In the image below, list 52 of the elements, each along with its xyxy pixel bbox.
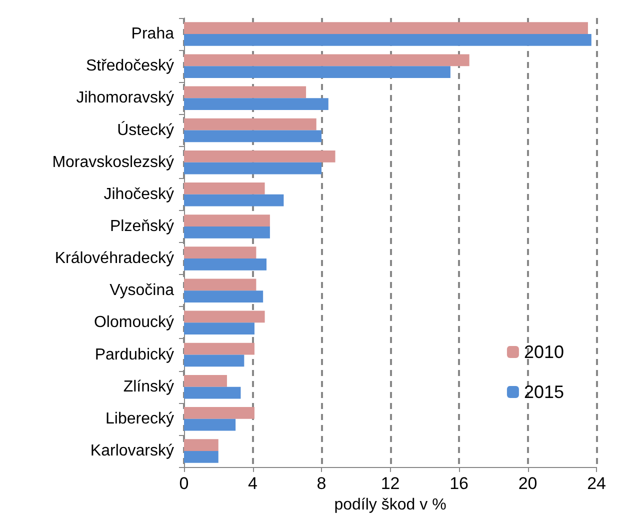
- bar: [184, 162, 322, 174]
- bar: [184, 407, 254, 419]
- x-tick-label: 4: [248, 474, 258, 493]
- x-tick-label: 8: [316, 474, 326, 493]
- bar: [184, 214, 270, 226]
- bar: [184, 418, 236, 431]
- bar: [184, 150, 336, 162]
- y-tick-label: Středočeský: [86, 58, 174, 75]
- bar: [184, 54, 470, 66]
- bar: [184, 66, 450, 78]
- bar: [184, 246, 256, 259]
- bar: [184, 226, 270, 238]
- bar: [184, 290, 264, 302]
- y-tick-label: Jihomoravský: [76, 90, 174, 107]
- bar: [184, 322, 254, 335]
- bar: [184, 34, 592, 46]
- legend-label: 2015: [524, 382, 564, 402]
- y-tick-label: Jihočeský: [104, 186, 174, 203]
- y-tick-label: Vysočina: [110, 282, 174, 300]
- y-tick-label: Liberecký: [106, 410, 174, 428]
- bar: [184, 278, 256, 291]
- bar: [184, 130, 322, 142]
- x-tick-label: 12: [380, 474, 400, 493]
- bar: [184, 439, 218, 451]
- y-tick-label: Pardubický: [94, 346, 174, 364]
- bar: [184, 386, 241, 399]
- x-tick-label: 16: [450, 474, 468, 493]
- y-tick-label: Praha: [131, 26, 174, 43]
- y-tick-label: Královéhradecký: [54, 250, 174, 268]
- bar: [184, 22, 588, 34]
- bar: [184, 118, 316, 130]
- y-tick-label: Moravskoslezský: [52, 154, 174, 171]
- x-tick-label: 20: [518, 474, 538, 493]
- x-tick-label: 0: [179, 474, 189, 493]
- y-tick-label: Karlovarský: [90, 442, 174, 460]
- legend-label: 2010: [524, 342, 564, 362]
- bar: [184, 86, 306, 98]
- y-tick-label: Plzeňský: [110, 218, 174, 235]
- bar: [184, 450, 218, 463]
- bar: [184, 354, 244, 367]
- bar: [184, 182, 265, 194]
- x-tick-label: 24: [587, 474, 606, 493]
- bar: [184, 342, 254, 355]
- y-tick-label: Zlínský: [123, 378, 174, 396]
- bar: [184, 98, 328, 110]
- y-tick-label: Olomoucký: [94, 314, 174, 332]
- x-axis-title: podíly škod v %: [334, 496, 446, 514]
- bar: [184, 258, 267, 270]
- bar: [184, 374, 227, 387]
- bar: [184, 310, 265, 323]
- bar: [184, 194, 284, 206]
- y-tick-label: Ústecký: [117, 120, 174, 139]
